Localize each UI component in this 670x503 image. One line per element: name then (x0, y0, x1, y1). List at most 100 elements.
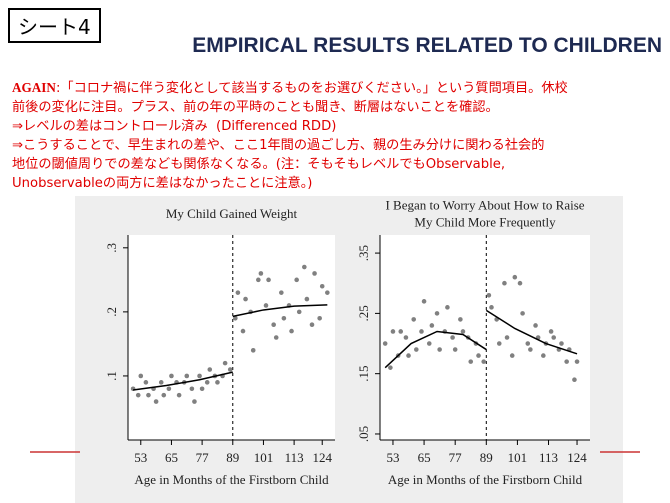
lead: AGAIN (12, 80, 56, 95)
text: 前後の変化に注目。プラス、前の年の平時のことも聞き、断層はないことを確認。 (12, 100, 499, 115)
point (138, 373, 144, 379)
x-tick-label: 89 (226, 450, 239, 465)
point (161, 392, 167, 398)
point (240, 328, 246, 334)
point (189, 386, 195, 392)
point (263, 303, 269, 308)
point (509, 353, 515, 358)
point (222, 360, 228, 366)
point (517, 280, 523, 286)
point (382, 341, 388, 346)
point (548, 329, 554, 334)
point (502, 280, 507, 286)
text-line: ⇒レベルの差はコントロール済み (Differenced RDD) (12, 117, 568, 136)
y-tick-label: .15 (356, 366, 371, 382)
point (504, 335, 510, 340)
point (434, 311, 440, 316)
y-tick-label: .35 (356, 245, 371, 261)
plot-area (128, 235, 335, 440)
point (419, 329, 424, 334)
point (309, 322, 315, 327)
point (233, 315, 238, 321)
point (296, 309, 302, 315)
y-tick-label: .1 (104, 371, 119, 381)
point (541, 353, 546, 358)
point (158, 380, 164, 385)
point (437, 347, 442, 352)
point (426, 341, 432, 346)
point (256, 277, 261, 283)
point (445, 305, 450, 310)
point (192, 399, 197, 404)
chart-title: My Child More Frequently (414, 214, 556, 229)
point (411, 317, 417, 322)
text-line: AGAIN:「コロナ禍に伴う変化として該当するものをお選びください。」という質問… (12, 78, 568, 98)
point (421, 299, 427, 304)
point (551, 335, 557, 340)
fit-line (485, 309, 578, 355)
point (199, 386, 205, 392)
point (450, 335, 455, 340)
point (528, 347, 533, 352)
point (271, 322, 276, 327)
point (289, 328, 294, 334)
point (325, 290, 330, 295)
text-line: 地位の閾値周りでの差なども関係なくなる。(注：そもそもレベルでもObservab… (12, 155, 568, 174)
point (250, 348, 256, 353)
point (197, 373, 202, 379)
text: :「コロナ禍に伴う変化として該当するものをお選びください。」という質問項目。休校 (55, 81, 568, 96)
heading: EMPIRICAL RESULTS RELATED TO CHILDREN (192, 34, 662, 57)
x-tick-label: 124 (567, 450, 587, 465)
point (406, 353, 411, 358)
text: 地位の閾値周りでの差なども関係なくなる。(注：そもそもレベルでもObservab… (12, 157, 506, 172)
point (460, 329, 466, 334)
point (207, 367, 213, 372)
point (559, 341, 564, 346)
point (235, 290, 241, 295)
point (468, 359, 474, 364)
point (413, 347, 419, 352)
text: ⇒レベルの差はコントロール済み (Differenced RDD) (12, 119, 337, 134)
point (481, 359, 487, 364)
point (258, 271, 264, 276)
x-tick-label: 113 (539, 450, 558, 465)
point (143, 380, 149, 385)
point (184, 373, 190, 379)
point (227, 367, 233, 372)
point (312, 271, 317, 276)
point (398, 329, 404, 334)
point (429, 323, 435, 328)
point (486, 292, 492, 298)
point (319, 283, 325, 289)
point (564, 359, 569, 364)
point (273, 335, 279, 340)
point (496, 341, 502, 346)
point (317, 315, 322, 321)
point (243, 296, 248, 302)
point (281, 315, 287, 321)
point (388, 365, 393, 370)
point (520, 311, 525, 316)
x-tick-label: 77 (449, 450, 463, 465)
point (403, 335, 409, 340)
point (458, 317, 463, 322)
x-axis-label: Age in Months of the Firstborn Child (388, 472, 583, 487)
x-tick-label: 124 (312, 450, 332, 465)
x-tick-label: 89 (480, 450, 493, 465)
plot-area (380, 235, 590, 440)
point (512, 274, 518, 280)
y-tick-label: .05 (356, 426, 371, 442)
text-line: Unobservableの両方に差はなかったことに注意。) (12, 174, 568, 193)
chart-title: I Began to Worry About How to Raise (385, 197, 584, 212)
fit-line (232, 304, 328, 318)
text-line: 前後の変化に注目。プラス、前の年の平時のことも聞き、断層はないことを確認。 (12, 98, 568, 117)
point (572, 377, 577, 383)
point (533, 323, 538, 328)
point (304, 296, 310, 302)
point (476, 353, 481, 358)
x-tick-label: 53 (386, 450, 399, 465)
y-tick-label: .3 (104, 243, 119, 253)
text: Unobservableの両方に差はなかったことに注意。) (12, 176, 313, 191)
point (452, 347, 458, 352)
text: ⇒こうすることで、早生まれの差や、ここ1年間の過ごし方、親の生み分けに関わる社会… (12, 138, 545, 153)
